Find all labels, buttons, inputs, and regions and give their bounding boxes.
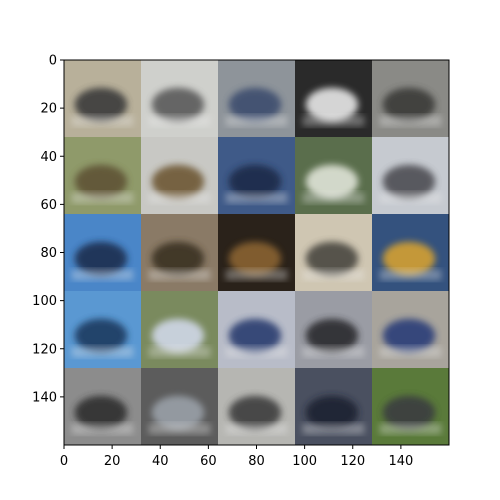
image-tile (295, 60, 373, 138)
tile-subject (74, 395, 128, 430)
tile-subject (228, 395, 282, 430)
tile-highlight (148, 115, 211, 127)
y-tick-label: 100 (32, 294, 57, 309)
x-tick-label: 140 (388, 454, 413, 469)
image-tile (141, 291, 219, 369)
x-tick-label: 20 (104, 454, 121, 469)
tile-highlight (302, 192, 365, 204)
tile-subject (305, 164, 359, 199)
y-tick-label: 80 (40, 246, 57, 261)
tile-highlight (71, 423, 134, 435)
image-tile (64, 60, 142, 138)
tile-highlight (71, 115, 134, 127)
tile-subject (305, 318, 359, 353)
y-tick-label: 120 (32, 342, 57, 357)
image-tile (141, 60, 219, 138)
tile-highlight (71, 346, 134, 358)
tile-subject (382, 318, 436, 353)
image-tile (64, 137, 142, 215)
y-axis: 0 20 40 60 80 100 120 140 (32, 54, 64, 405)
tile-highlight (71, 269, 134, 281)
image-tile (64, 368, 142, 445)
tile-subject (382, 164, 436, 199)
image-tile (372, 368, 449, 445)
tile-subject (228, 87, 282, 122)
image-tile (295, 214, 373, 292)
tile-highlight (302, 346, 365, 358)
tile-subject (305, 395, 359, 430)
y-tick-label: 60 (40, 198, 57, 213)
tile-highlight (225, 346, 288, 358)
tile-highlight (379, 269, 442, 281)
tile-subject (151, 241, 205, 276)
image-tile (218, 368, 296, 445)
x-tick-label: 80 (248, 454, 265, 469)
tile-highlight (302, 269, 365, 281)
image-tile (218, 137, 296, 215)
y-tick-label: 20 (40, 102, 57, 117)
tile-subject (151, 318, 205, 353)
tile-subject (151, 87, 205, 122)
y-tick-label: 40 (40, 150, 57, 165)
tile-highlight (148, 346, 211, 358)
tile-subject (382, 241, 436, 276)
tile-subject (74, 87, 128, 122)
image-grid (64, 60, 449, 445)
tile-subject (382, 395, 436, 430)
x-tick-label: 0 (60, 454, 68, 469)
x-axis: 0 20 40 60 80 100 120 140 (60, 445, 413, 469)
y-tick-label: 0 (49, 54, 57, 69)
tile-subject (305, 87, 359, 122)
tile-highlight (225, 192, 288, 204)
image-tile (218, 214, 296, 292)
image-tile (141, 137, 219, 215)
tile-subject (228, 318, 282, 353)
tile-highlight (225, 115, 288, 127)
x-tick-label: 120 (340, 454, 365, 469)
tile-highlight (379, 346, 442, 358)
image-tile (64, 214, 142, 292)
image-tile (372, 60, 449, 138)
image-tile (218, 291, 296, 369)
tile-subject (305, 241, 359, 276)
tile-subject (382, 87, 436, 122)
image-tile (218, 60, 296, 138)
image-tile (372, 291, 449, 369)
tile-subject (74, 318, 128, 353)
image-tile (372, 214, 449, 292)
tile-highlight (302, 115, 365, 127)
tile-subject (228, 164, 282, 199)
tile-highlight (148, 269, 211, 281)
tile-highlight (379, 423, 442, 435)
tile-highlight (225, 423, 288, 435)
x-tick-label: 60 (200, 454, 217, 469)
image-tile (295, 368, 373, 445)
tile-subject (74, 164, 128, 199)
x-tick-label: 100 (292, 454, 317, 469)
image-tile (141, 214, 219, 292)
image-tile (64, 291, 142, 369)
image-tile (141, 368, 219, 445)
tile-subject (228, 241, 282, 276)
tile-highlight (71, 192, 134, 204)
tile-subject (151, 164, 205, 199)
tile-highlight (148, 423, 211, 435)
image-tile (372, 137, 449, 215)
image-tile (295, 291, 373, 369)
tile-highlight (225, 269, 288, 281)
tile-highlight (302, 423, 365, 435)
image-tile (295, 137, 373, 215)
x-tick-label: 40 (152, 454, 169, 469)
tile-highlight (379, 192, 442, 204)
tile-highlight (148, 192, 211, 204)
y-tick-label: 140 (32, 390, 57, 405)
tile-subject (151, 395, 205, 430)
tile-highlight (379, 115, 442, 127)
tile-subject (74, 241, 128, 276)
